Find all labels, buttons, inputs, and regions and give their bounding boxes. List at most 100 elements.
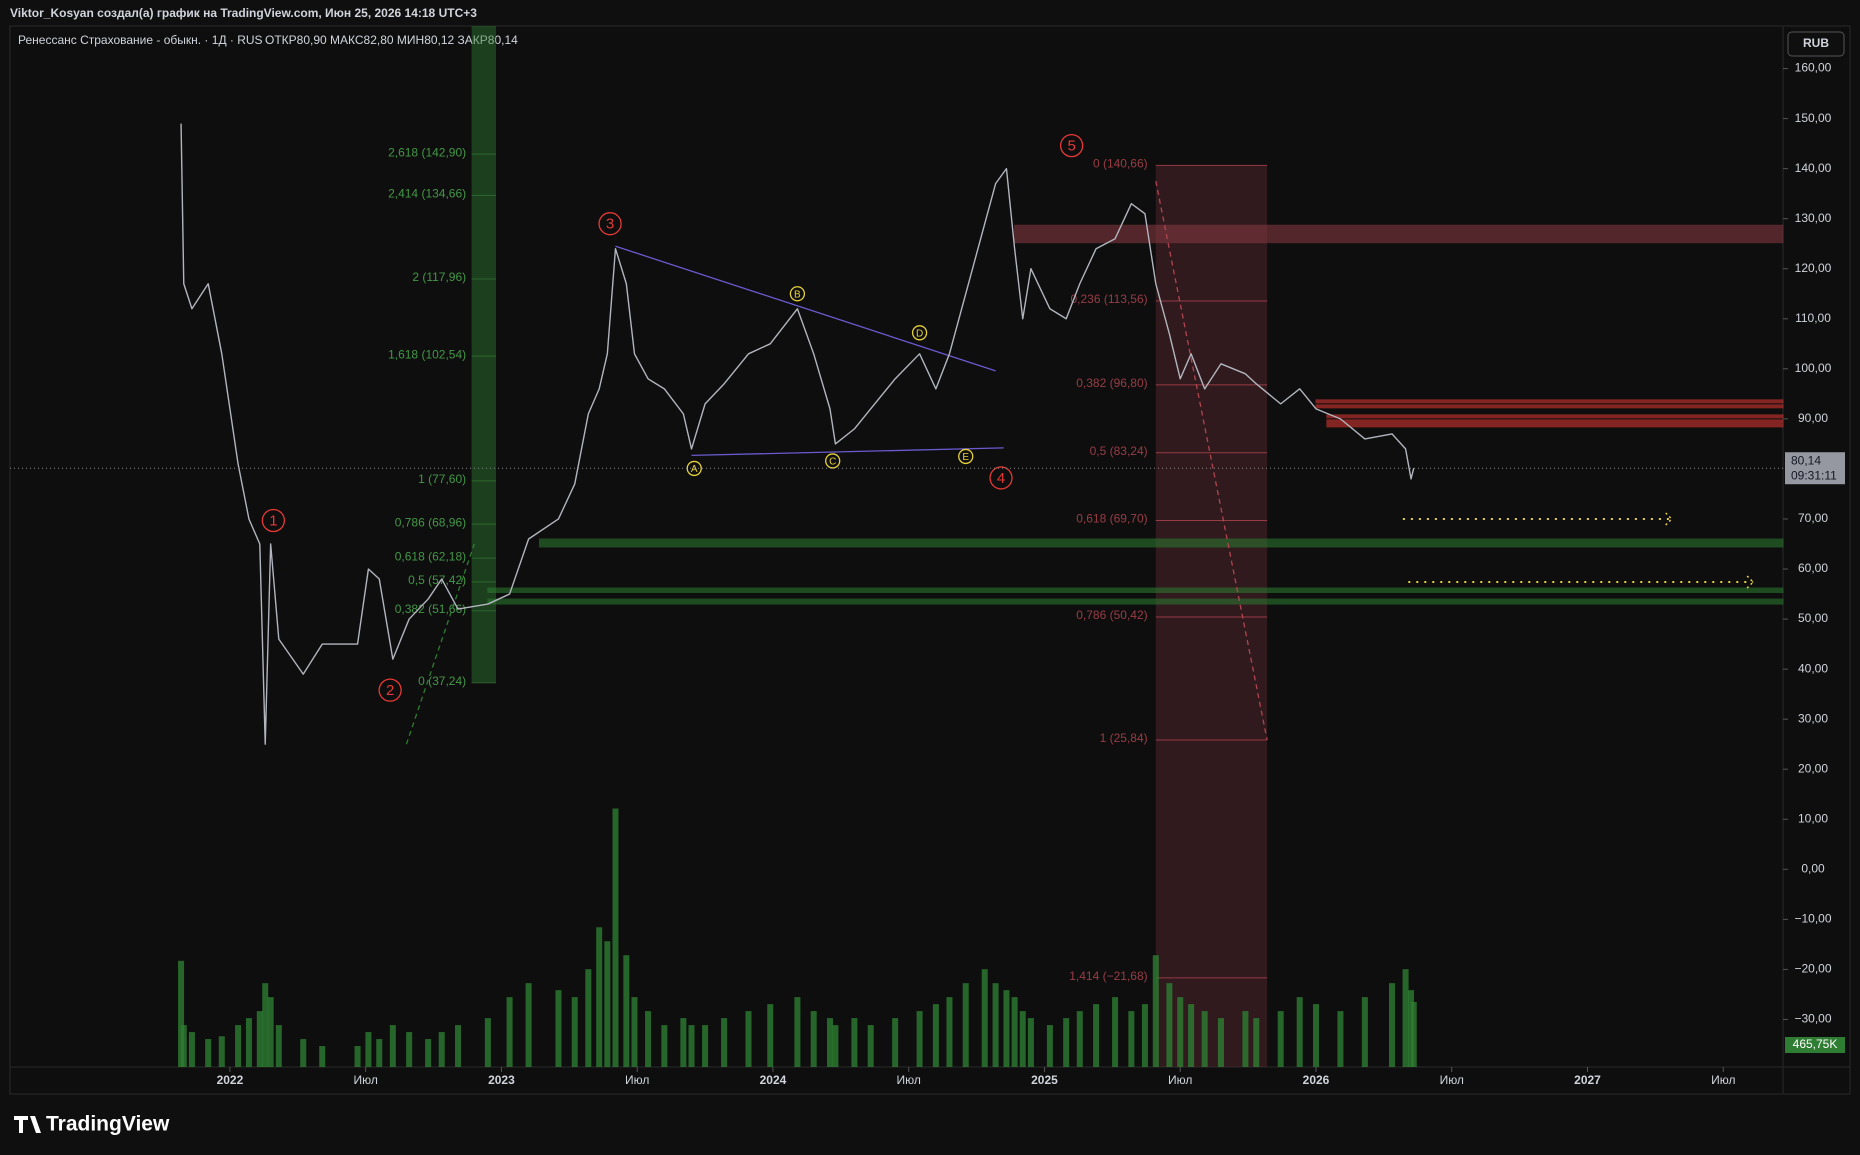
y-tick-label: 120,00 <box>1795 261 1832 275</box>
volume-bar <box>867 1025 874 1067</box>
fib-label: 0,5 (83,24) <box>1090 444 1148 458</box>
volume-bar <box>262 983 269 1067</box>
y-tick-label: 140,00 <box>1795 161 1832 175</box>
volume-bar <box>1389 983 1396 1067</box>
y-tick-label: 40,00 <box>1798 661 1828 675</box>
volume-bar <box>916 1011 923 1067</box>
volume-bar <box>1093 1004 1100 1067</box>
band <box>1014 224 1784 244</box>
volume-bar <box>1217 1018 1224 1067</box>
fib-label: 2,618 (142,90) <box>388 145 466 159</box>
volume-bar <box>235 1025 242 1067</box>
volume-bar <box>826 1018 833 1067</box>
y-tick-label: 30,00 <box>1798 711 1828 725</box>
x-tick-label: 2025 <box>1031 1073 1058 1087</box>
y-tick-label: 0,00 <box>1801 861 1825 875</box>
band <box>487 598 1784 605</box>
y-tick-label: 70,00 <box>1798 511 1828 525</box>
volume-bar <box>688 1025 695 1067</box>
logo-icon <box>14 1116 41 1133</box>
x-tick-label: 2026 <box>1303 1073 1330 1087</box>
fib-label: 0,618 (62,18) <box>395 549 466 563</box>
x-tick-label: Июл <box>1711 1073 1735 1087</box>
zone <box>471 26 497 683</box>
fib-label: 2,414 (134,66) <box>388 187 466 201</box>
wave-label: A <box>691 464 698 475</box>
attribution: Viktor_Kosyan создал(а) график на Tradin… <box>10 6 477 20</box>
fib-label: 1 (25,84) <box>1100 731 1148 745</box>
volume-bar <box>376 1039 383 1067</box>
volume-label: 465,75K <box>1793 1037 1838 1051</box>
volume-bar <box>205 1039 212 1067</box>
wave-label: 5 <box>1067 138 1075 155</box>
volume-bar <box>1296 997 1303 1067</box>
chart-frame <box>9 25 1851 1095</box>
volume-bar <box>721 1018 728 1067</box>
volume-bar <box>354 1046 361 1067</box>
volume-bar <box>745 1011 752 1067</box>
volume-bar <box>1141 1004 1148 1067</box>
ohlc: ОТКР80,90 МАКС82,80 МИН80,12 ЗАКР80,14 <box>265 33 518 47</box>
volume-bar <box>571 997 578 1067</box>
wave-label: C <box>829 457 836 468</box>
volume-bar <box>256 1011 263 1067</box>
volume-bar <box>365 1032 372 1067</box>
last-price-box <box>1785 452 1845 485</box>
wave-marker <box>598 212 622 236</box>
y-tick-label: −10,00 <box>1794 912 1831 926</box>
fib-label: 0,382 (96,80) <box>1076 376 1147 390</box>
volume-bar <box>946 997 953 1067</box>
fib-label: 1 (77,60) <box>418 472 466 486</box>
y-tick-label: 160,00 <box>1795 61 1832 75</box>
x-tick-label: Июл <box>1440 1073 1464 1087</box>
volume-bar <box>188 1032 195 1067</box>
volume-bar <box>1152 955 1159 1067</box>
volume-bar <box>1177 997 1184 1067</box>
volume-bar <box>178 960 185 1067</box>
volume-bar <box>389 1025 396 1067</box>
volume-bar <box>1253 1018 1260 1067</box>
volume-bar <box>1076 1011 1083 1067</box>
volume-bar <box>1188 1004 1195 1067</box>
currency-button[interactable] <box>1787 31 1845 57</box>
fib-label: 0,382 (51,66) <box>395 602 466 616</box>
zone <box>1155 165 1268 1067</box>
band <box>1326 414 1784 419</box>
volume-bar <box>319 1046 326 1067</box>
volume-bar <box>612 808 619 1067</box>
volume-bar <box>267 997 274 1067</box>
fib-label: 0,618 (69,70) <box>1076 512 1147 526</box>
y-tick-label: 90,00 <box>1798 411 1828 425</box>
volume-bar <box>680 1018 687 1067</box>
volume-bar <box>1019 1011 1026 1067</box>
volume-bar <box>180 1025 187 1067</box>
wave-marker <box>911 325 928 341</box>
volume-bar <box>455 1025 462 1067</box>
y-tick-label: 10,00 <box>1798 811 1828 825</box>
trend-line <box>691 447 1004 457</box>
fib-label: 0 (140,66) <box>1093 157 1148 171</box>
volume-bar <box>1046 1025 1053 1067</box>
fib-label: 0,786 (68,96) <box>395 515 466 529</box>
wave-label: 4 <box>997 470 1005 487</box>
volume-bar <box>631 997 638 1067</box>
volume-bar <box>484 1018 491 1067</box>
volume-bar <box>218 1036 225 1067</box>
volume-bar <box>1242 1011 1249 1067</box>
band <box>538 538 1784 548</box>
x-tick-label: 2027 <box>1574 1073 1601 1087</box>
x-tick-label: Июл <box>625 1073 649 1087</box>
band <box>487 587 1784 594</box>
y-tick-label: −30,00 <box>1794 1012 1831 1026</box>
volume-bar <box>661 1025 668 1067</box>
currency[interactable]: RUB <box>1803 36 1829 50</box>
fib-label: 1,414 (−21,68) <box>1069 969 1147 983</box>
band <box>1326 419 1784 424</box>
volume-bar <box>1337 1011 1344 1067</box>
wave-label: D <box>916 328 923 339</box>
wave-label: 1 <box>269 512 277 529</box>
volume-bar <box>425 1039 432 1067</box>
band <box>1326 423 1784 428</box>
volume-bar <box>585 969 592 1067</box>
